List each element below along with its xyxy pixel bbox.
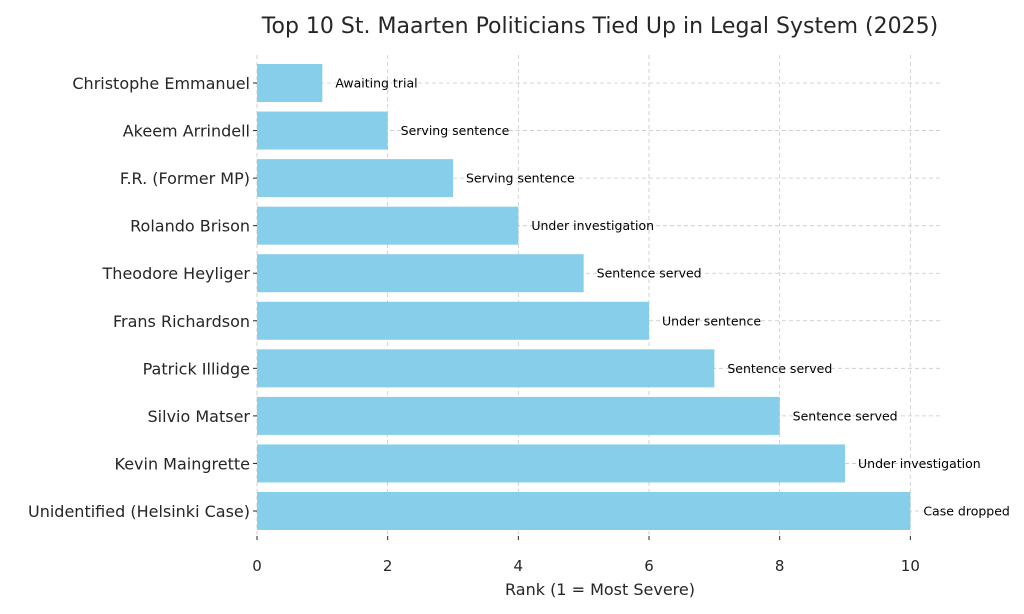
bar-6 xyxy=(257,301,649,340)
bar-1 xyxy=(257,64,323,102)
category-label-8: Silvio Matser xyxy=(148,407,251,426)
annotation-1: Awaiting trial xyxy=(335,76,417,91)
bar-layer: Awaiting trial Serving sentence Serving se… xyxy=(257,64,1010,530)
chart-title: Top 10 St. Maarten Politicians Tied Up i… xyxy=(261,14,938,39)
bar-2 xyxy=(257,111,388,150)
axis-layer: Christophe Emmanuel Akeem Arrindell F.R. (… xyxy=(28,74,920,575)
annotation-10: Case dropped xyxy=(923,504,1010,519)
x-tick-label-3: 6 xyxy=(644,557,654,575)
x-axis-label: Rank (1 = Most Severe) xyxy=(505,580,695,599)
x-tick-label-2: 4 xyxy=(514,557,524,575)
x-tick-label-1: 2 xyxy=(383,557,393,575)
bar-9 xyxy=(257,444,845,483)
bar-4 xyxy=(257,206,519,245)
annotation-6: Under sentence xyxy=(662,313,761,328)
annotation-7: Sentence served xyxy=(727,361,832,376)
annotation-9: Under investigation xyxy=(858,456,981,471)
x-tick-label-4: 8 xyxy=(775,557,785,575)
annotation-3: Serving sentence xyxy=(466,171,575,186)
bar-10 xyxy=(257,492,911,530)
x-tick-label-5: 10 xyxy=(901,557,920,575)
category-label-4: Rolando Brison xyxy=(130,217,250,236)
category-label-9: Kevin Maingrette xyxy=(115,454,251,473)
annotation-2: Serving sentence xyxy=(401,123,510,138)
category-label-5: Theodore Heyliger xyxy=(102,264,251,283)
category-label-1: Christophe Emmanuel xyxy=(72,74,250,93)
annotation-5: Sentence served xyxy=(597,266,702,281)
bar-8 xyxy=(257,396,780,435)
category-label-7: Patrick Illidge xyxy=(143,359,250,378)
category-label-3: F.R. (Former MP) xyxy=(120,169,250,188)
category-label-10: Unidentified (Helsinki Case) xyxy=(28,502,250,521)
x-tick-label-0: 0 xyxy=(252,557,262,575)
bar-3 xyxy=(257,159,453,198)
bar-7 xyxy=(257,349,715,388)
bar-5 xyxy=(257,254,584,293)
category-label-6: Frans Richardson xyxy=(113,312,250,331)
category-label-2: Akeem Arrindell xyxy=(123,122,250,141)
annotation-8: Sentence served xyxy=(793,408,898,423)
annotation-4: Under investigation xyxy=(531,218,654,233)
